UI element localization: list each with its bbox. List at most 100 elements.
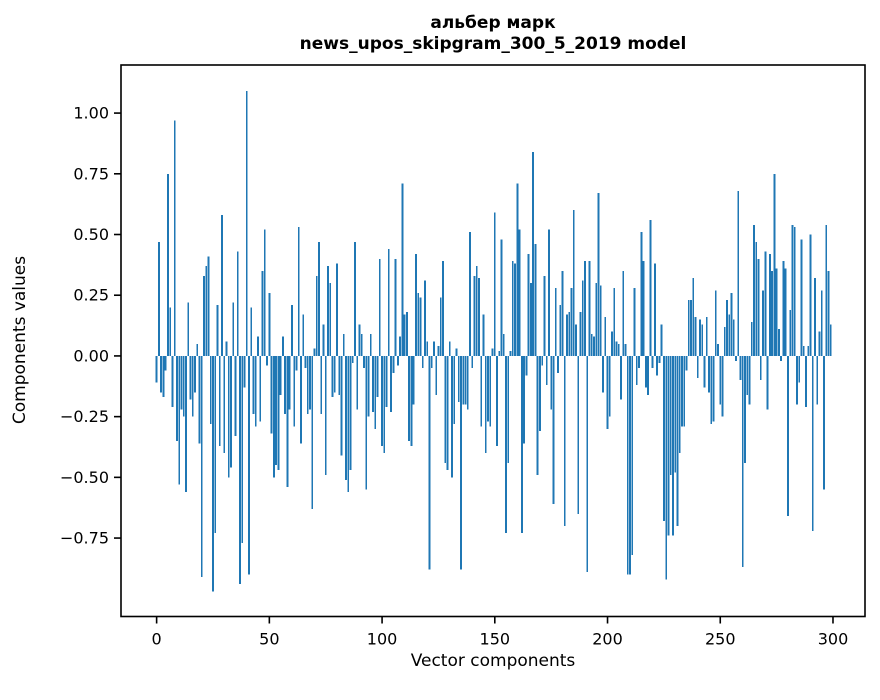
bar xyxy=(309,355,311,410)
bar xyxy=(694,317,697,356)
bar xyxy=(487,355,489,422)
bar xyxy=(599,285,602,356)
bar xyxy=(786,355,789,517)
bar xyxy=(410,355,413,446)
bar xyxy=(342,334,345,356)
bar xyxy=(622,270,625,356)
bar xyxy=(417,292,420,356)
bar xyxy=(496,355,498,446)
bar xyxy=(390,355,392,412)
bar xyxy=(672,355,674,536)
bar xyxy=(687,300,690,356)
bar xyxy=(624,343,627,356)
bar xyxy=(699,319,701,356)
bar xyxy=(757,258,760,356)
bar xyxy=(527,253,530,356)
bar xyxy=(741,355,744,568)
bar xyxy=(426,341,429,356)
bar xyxy=(491,348,494,356)
bar xyxy=(723,326,726,356)
bar xyxy=(683,355,686,427)
bar xyxy=(428,355,431,570)
bar xyxy=(378,258,381,356)
bar xyxy=(239,355,241,585)
bar xyxy=(653,263,656,356)
bar xyxy=(164,355,167,371)
bar xyxy=(480,355,483,427)
bar xyxy=(717,343,719,356)
bar xyxy=(613,287,616,356)
bar xyxy=(354,241,356,356)
bar xyxy=(665,355,668,580)
axes-spines xyxy=(120,64,866,618)
bar xyxy=(419,297,422,356)
bar xyxy=(315,275,318,356)
bar xyxy=(579,312,582,356)
bar xyxy=(194,355,196,393)
bar xyxy=(818,331,821,356)
bar xyxy=(329,283,332,356)
bar xyxy=(811,355,814,531)
bar xyxy=(401,183,404,356)
bar xyxy=(455,348,458,356)
bar xyxy=(266,355,268,366)
bar xyxy=(638,355,640,369)
x-tick-label: 100 xyxy=(367,630,398,649)
bar xyxy=(719,355,722,405)
bar xyxy=(322,324,325,356)
bar xyxy=(581,280,584,356)
bar xyxy=(780,355,783,361)
bar xyxy=(759,355,762,381)
chart-title-line2: news_upos_skipgram_300_5_2019 model xyxy=(300,34,687,54)
bar xyxy=(421,355,424,369)
bar xyxy=(559,304,562,356)
y-tick-label: −0.25 xyxy=(60,407,109,426)
bar xyxy=(360,334,363,356)
bar xyxy=(523,355,526,444)
bar xyxy=(320,355,323,415)
bar xyxy=(651,355,654,369)
bar xyxy=(669,355,672,475)
bar xyxy=(633,287,636,356)
bar xyxy=(396,355,399,366)
bar xyxy=(372,355,374,412)
y-tick-label: 0.00 xyxy=(73,346,109,365)
bar xyxy=(777,329,780,356)
bar xyxy=(180,355,183,410)
bar xyxy=(405,312,408,356)
bar xyxy=(611,331,613,356)
bar xyxy=(464,355,467,405)
bar xyxy=(270,355,273,434)
bar xyxy=(205,266,208,356)
bar xyxy=(169,307,172,356)
bar xyxy=(532,151,535,356)
bar xyxy=(327,266,329,356)
bar xyxy=(662,355,665,522)
bar xyxy=(437,346,440,356)
bar xyxy=(311,355,314,509)
bar xyxy=(755,241,758,356)
bar xyxy=(331,355,334,398)
y-tick-label: 1.00 xyxy=(73,104,109,123)
bar xyxy=(203,275,205,356)
bar xyxy=(248,355,250,575)
x-tick-label: 250 xyxy=(705,630,736,649)
bar xyxy=(263,229,266,356)
bar xyxy=(538,355,541,432)
bar xyxy=(644,355,647,388)
bar xyxy=(435,355,438,395)
bar xyxy=(383,355,386,454)
bar xyxy=(590,334,593,356)
bar xyxy=(155,355,158,383)
bar xyxy=(604,317,607,356)
bar xyxy=(223,355,226,454)
bar xyxy=(212,355,214,592)
bar xyxy=(809,234,812,356)
bar xyxy=(157,241,160,356)
bar xyxy=(593,336,595,356)
bar xyxy=(753,224,755,356)
bar xyxy=(297,227,300,356)
bar xyxy=(520,355,523,534)
bar xyxy=(554,287,557,356)
